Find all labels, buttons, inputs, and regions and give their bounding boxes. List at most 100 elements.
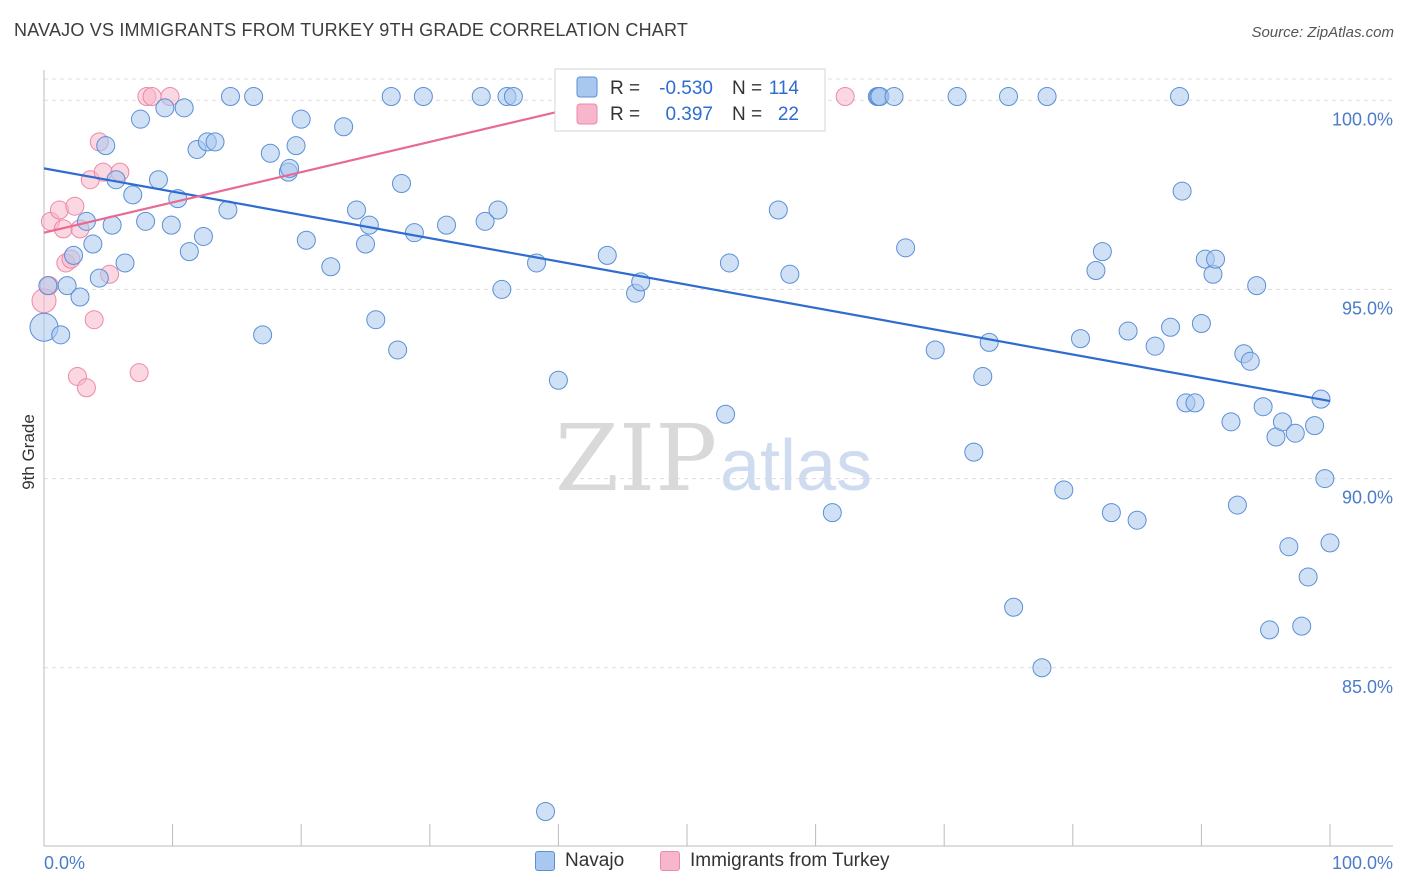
grid-lines (44, 78, 1393, 669)
navajo-point (381, 86, 401, 106)
navajo-point (925, 340, 945, 360)
navajo-point (716, 404, 736, 424)
navajo-point (999, 86, 1018, 106)
navajo-point (136, 211, 156, 231)
y-tick-labels: 85.0% 90.0% 95.0% 100.0% (1332, 109, 1393, 696)
navajo-point (979, 332, 999, 352)
navajo-point (89, 268, 109, 288)
axes (43, 70, 1393, 847)
navajo-point (155, 98, 175, 118)
navajo-point (1145, 336, 1165, 356)
navajo-point (1161, 317, 1181, 337)
navajo-point (1101, 503, 1121, 523)
series-legend: Navajo Immigrants from Turkey (0, 850, 1406, 880)
navajo-trend-line (43, 167, 1331, 403)
navajo-point (321, 257, 341, 277)
legend-n-value-turkey: 22 (778, 104, 799, 125)
navajo-point (260, 143, 280, 163)
navajo-point (536, 802, 556, 822)
navajo-point (1092, 242, 1112, 262)
legend-n-value-navajo: 114 (769, 78, 800, 99)
navajo-point (1227, 495, 1247, 515)
navajo-point (1285, 423, 1305, 443)
navajo-point (780, 264, 800, 284)
navajo-point (503, 86, 523, 106)
navajo-point (1240, 351, 1260, 371)
turkey-point (65, 196, 85, 216)
source-label: Source: ZipAtlas.com (1251, 24, 1394, 41)
navajo-point (1170, 86, 1190, 106)
stats-legend: R = -0.530 N = 114 R = 0.397 N = 22 (554, 68, 826, 132)
legend-n-label-turkey: N = (732, 104, 762, 125)
turkey-point (129, 363, 149, 383)
navajo-swatch (535, 851, 555, 871)
legend-r-value-turkey: 0.397 (665, 104, 713, 125)
navajo-point (366, 310, 386, 330)
navajo-point (220, 86, 240, 106)
navajo-point (1191, 313, 1211, 333)
navajo-point (1071, 329, 1091, 349)
navajo-point (51, 325, 71, 345)
navajo-point (768, 200, 788, 220)
navajo-point (96, 136, 116, 156)
navajo-point (70, 287, 90, 307)
navajo-point (437, 215, 457, 235)
legend-label-navajo: Navajo (565, 850, 625, 871)
navajo-point (1037, 86, 1057, 106)
x-tick-label-min: 0.0% (44, 853, 85, 873)
navajo-point (83, 234, 103, 254)
navajo-point (388, 340, 408, 360)
legend-label-turkey: Immigrants from Turkey (690, 850, 890, 871)
navajo-point (148, 170, 168, 190)
navajo-point (64, 245, 84, 265)
legend-n-label-navajo: N = (732, 78, 762, 99)
navajo-point (1185, 393, 1205, 413)
navajo-point (286, 136, 306, 156)
turkey-point (835, 86, 855, 106)
navajo-point (1253, 397, 1273, 417)
navajo-point (296, 230, 316, 250)
legend-r-value-navajo: -0.530 (659, 78, 713, 99)
turkey-point (76, 378, 96, 398)
navajo-point (947, 86, 967, 106)
navajo-point (597, 245, 617, 265)
navajo-point (205, 132, 225, 152)
navajo-point (973, 366, 993, 386)
turkey-swatch (660, 851, 680, 871)
navajo-point (1004, 597, 1024, 617)
turkey-points (31, 86, 855, 398)
navajo-point (822, 503, 842, 523)
legend-item-navajo[interactable]: Navajo (535, 850, 624, 872)
navajo-point (1172, 181, 1192, 201)
legend-swatch-turkey (576, 103, 598, 125)
navajo-point (413, 86, 433, 106)
legend-r-label-turkey: R = (610, 104, 640, 125)
navajo-point (1086, 261, 1106, 281)
y-tick-label: 90.0% (1342, 488, 1393, 508)
navajo-point (884, 86, 904, 106)
legend-swatch-navajo (576, 76, 598, 98)
navajo-point (392, 173, 412, 193)
navajo-point (38, 276, 58, 296)
navajo-point (115, 253, 135, 273)
y-tick-label: 100.0% (1332, 109, 1393, 129)
legend-item-turkey[interactable]: Immigrants from Turkey (660, 850, 890, 872)
navajo-point (291, 109, 311, 129)
navajo-point (1260, 620, 1280, 640)
navajo-point (179, 242, 199, 262)
navajo-point (896, 238, 916, 258)
navajo-point (1298, 567, 1318, 587)
navajo-point (346, 200, 366, 220)
x-tick-label-max: 100.0% (1332, 853, 1393, 873)
navajo-point (1279, 537, 1299, 557)
navajo-point (1320, 533, 1340, 553)
navajo-point (193, 226, 213, 246)
y-tick-label: 95.0% (1342, 298, 1393, 318)
navajo-point (1118, 321, 1138, 341)
y-axis-label: 9th Grade (19, 414, 38, 490)
navajo-point (130, 109, 150, 129)
navajo-point (1305, 416, 1325, 436)
navajo-point (334, 117, 354, 137)
navajo-point (1127, 510, 1147, 530)
